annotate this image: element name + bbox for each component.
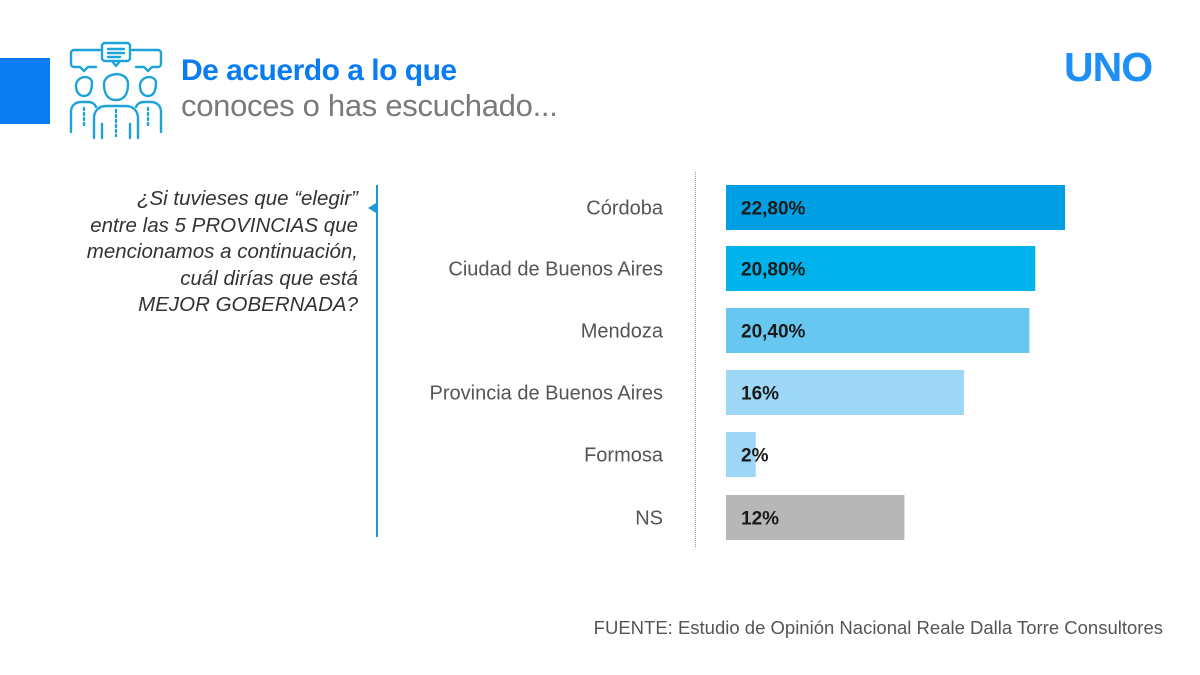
bar-1 [726,246,1036,291]
value-label: 20,80% [741,260,806,281]
question-divider [376,185,378,537]
bar-2 [726,308,1030,353]
accent-block [0,58,50,124]
value-label: 22,80% [741,199,806,220]
question-line: MEJOR GOBERNADA? [138,293,358,316]
question-line: ¿Si tuvieses que “elegir” [136,187,358,210]
question-line: mencionamos a continuación, [86,240,358,263]
value-label: 2% [741,446,769,467]
bar-0 [726,185,1066,230]
category-label: NS [635,508,663,530]
header-subtitle: conoces o has escuchado... [181,88,558,123]
bar-4 [726,432,756,477]
value-label: 12% [741,509,779,530]
value-label: 20,40% [741,322,806,343]
value-label: 16% [741,384,779,405]
pointer-arrow-icon [368,203,376,213]
category-label: Mendoza [581,321,664,343]
category-label: Provincia de Buenos Aires [430,383,663,405]
source-note: FUENTE: Estudio de Opinión Nacional Real… [593,617,1163,638]
uno-logo: UNO [1064,44,1153,90]
people-discussion-icon [69,41,163,140]
category-label: Ciudad de Buenos Aires [448,259,663,281]
question-line: cuál dirías que está [180,266,358,290]
chart-axis-line [695,172,696,547]
survey-question: ¿Si tuvieses que “elegir” entre las 5 PR… [40,186,358,319]
header-title: De acuerdo a lo que [181,54,457,87]
question-line: entre las 5 PROVINCIAS que [90,213,358,237]
category-label: Córdoba [586,198,664,220]
category-label: Formosa [584,445,664,467]
bar-3 [726,370,964,415]
bar-5 [726,495,905,540]
